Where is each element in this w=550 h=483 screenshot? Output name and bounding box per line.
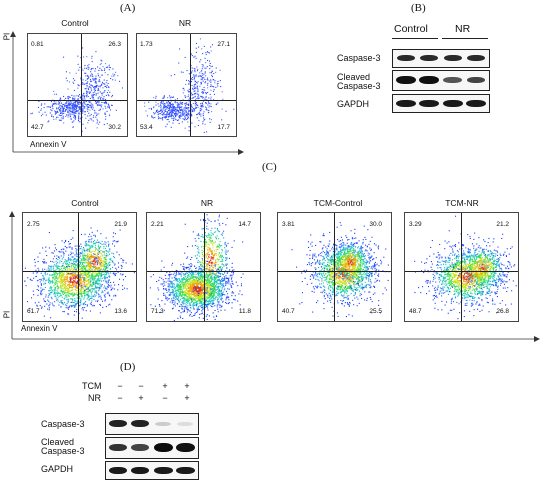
group-underline-control (392, 38, 438, 39)
panel-c-title-control: Control (71, 198, 99, 208)
panel-a-axis-arrows (10, 31, 244, 155)
wb-d-label-cleaved: Cleaved Caspase-3 (41, 438, 85, 456)
panel-b-letter: (B) (411, 2, 426, 14)
quadrant-lr: 26.8 (496, 308, 509, 315)
quadrant-lr: 11.8 (238, 308, 251, 315)
sign-tcm-1: − (117, 381, 123, 391)
flow-plot-c-control: 2.75 21.9 61.7 13.6 (22, 212, 137, 322)
quadrant-ul: 0.81 (31, 41, 44, 48)
panel-a-title-control: Control (61, 18, 89, 28)
scatter-cloud (149, 214, 244, 321)
panel-d-letter: (D) (120, 361, 136, 373)
panel-c-title-tcm-control: TCM-Control (313, 198, 363, 208)
wb-b-label-gapdh: GAPDH (337, 99, 370, 109)
quadrant-ur: 21.2 (496, 221, 509, 228)
quadrant-lr: 30.2 (108, 124, 121, 131)
group-label-control: Control (394, 23, 428, 35)
quadrant-ur: 21.9 (114, 221, 127, 228)
cond-label-tcm: TCM (82, 381, 102, 391)
quadrant-ul: 2.75 (27, 221, 40, 228)
sign-nr-4: + (184, 393, 190, 403)
wb-d-label-cleaved-line2: Caspase-3 (41, 446, 85, 456)
quadrant-ll: 40.7 (282, 308, 295, 315)
quadrant-ur: 27.1 (217, 41, 230, 48)
wb-b-row-caspase3 (392, 49, 490, 68)
panel-c-xlabel: Annexin V (21, 324, 58, 333)
quadrant-ur: 30.0 (369, 221, 382, 228)
wb-d-row-gapdh (105, 461, 199, 480)
scatter-cloud (414, 215, 517, 320)
panel-a-letter: (A) (120, 2, 136, 14)
panel-c-title-tcm-nr: TCM-NR (445, 198, 479, 208)
group-underline-nr (442, 38, 488, 39)
group-label-nr: NR (455, 23, 471, 35)
flow-plot-a-control: 0.81 26.3 42.7 30.2 (27, 33, 128, 137)
wb-d-label-gapdh: GAPDH (41, 464, 74, 474)
quadrant-ul: 3.81 (282, 221, 295, 228)
quadrant-ul: 2.21 (151, 221, 164, 228)
panel-a-title-nr: NR (178, 18, 192, 28)
panel-a-xlabel: Annexin V (30, 140, 67, 149)
wb-d-row-caspase3 (105, 413, 199, 435)
quadrant-ur: 14.7 (238, 221, 251, 228)
sign-tcm-2: − (138, 381, 144, 391)
wb-b-label-cleaved: Cleaved Caspase-3 (337, 73, 381, 91)
quadrant-ur: 26.3 (108, 41, 121, 48)
wb-b-label-cleaved-line2: Caspase-3 (337, 81, 381, 91)
panel-c-letter: (C) (262, 161, 277, 173)
wb-d-label-cleaved-line1: Cleaved (41, 437, 75, 447)
sign-nr-3: − (162, 393, 168, 403)
panel-c-axis-arrows (9, 211, 540, 342)
quadrant-lr: 13.6 (114, 308, 127, 315)
quadrant-ll: 42.7 (31, 124, 44, 131)
cond-label-nr: NR (88, 393, 101, 403)
panel-c-title-nr: NR (200, 198, 214, 208)
flow-plot-c-tcm-control: 3.81 30.0 40.7 25.5 (277, 212, 392, 322)
scatter-cloud (24, 227, 135, 319)
quadrant-ll: 61.7 (27, 308, 40, 315)
quadrant-lr: 17.7 (217, 124, 230, 131)
wb-d-label-caspase3: Caspase-3 (41, 419, 85, 429)
flow-plot-c-tcm-nr: 3.29 21.2 48.7 26.8 (404, 212, 519, 322)
sign-tcm-4: + (184, 381, 190, 391)
quadrant-ll: 53.4 (140, 124, 153, 131)
flow-plot-a-nr: 1.73 27.1 53.4 17.7 (136, 33, 237, 137)
wb-b-label-cleaved-line1: Cleaved (337, 72, 371, 82)
scatter-cloud (30, 47, 123, 132)
quadrant-lr: 25.5 (369, 308, 382, 315)
quadrant-ul: 3.29 (409, 221, 422, 228)
wb-d-row-cleaved (105, 437, 199, 459)
flow-plot-c-nr: 2.21 14.7 71.3 11.8 (146, 212, 261, 322)
sign-tcm-3: + (162, 381, 168, 391)
quadrant-ul: 1.73 (140, 41, 153, 48)
wb-b-row-cleaved (392, 70, 490, 91)
wb-b-row-gapdh (392, 94, 490, 113)
quadrant-ll: 48.7 (409, 308, 422, 315)
sign-nr-1: − (117, 393, 123, 403)
quadrant-ll: 71.3 (151, 308, 164, 315)
sign-nr-2: + (138, 393, 144, 403)
wb-b-label-caspase3: Caspase-3 (337, 53, 381, 63)
